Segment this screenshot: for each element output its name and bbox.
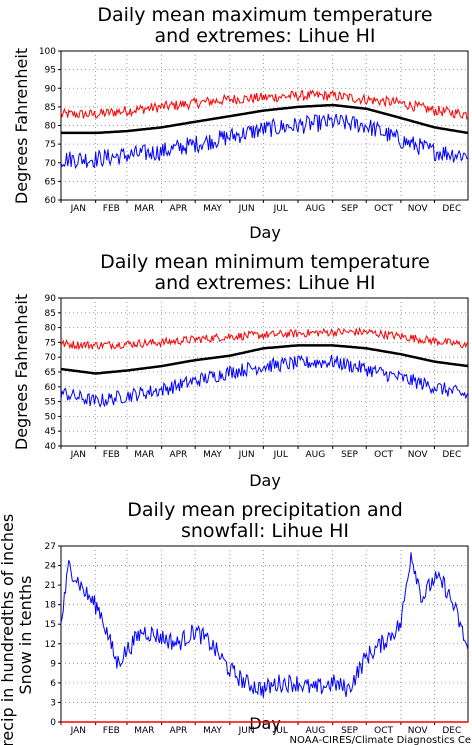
- y-axis-label-line2: Snow in tenths: [16, 576, 35, 695]
- x-tick-label: APR: [169, 204, 187, 214]
- y-axis-label: Degrees Fahrenheit: [12, 294, 31, 450]
- x-tick-label: MAY: [203, 450, 222, 460]
- y-tick-label: 55: [45, 398, 56, 408]
- panel-min-temperature: Daily mean minimum temperature and extre…: [12, 251, 469, 490]
- series-record-low-line: [60, 113, 469, 170]
- y-tick-label: 0: [50, 718, 56, 728]
- y-tick-label: 100: [39, 47, 56, 57]
- y-tick-label: 24: [45, 562, 57, 572]
- y-tick-label: 15: [45, 620, 56, 630]
- series-mean-line: [60, 344, 469, 375]
- x-tick-label: NOV: [408, 726, 429, 736]
- y-tick-label: 95: [45, 66, 56, 76]
- series-record-high-line: [60, 89, 469, 121]
- x-tick-label: APR: [169, 726, 187, 736]
- chart-title-line1: Daily mean maximum temperature: [97, 4, 432, 26]
- y-tick-label: 60: [45, 383, 57, 393]
- y-tick-label: 70: [45, 353, 57, 363]
- x-tick-label: FEB: [103, 450, 120, 460]
- y-tick-label: 12: [45, 640, 56, 650]
- y-tick-label: 85: [45, 103, 56, 113]
- x-tick-label: APR: [169, 450, 187, 460]
- x-tick-label: AUG: [306, 726, 326, 736]
- x-tick-label: MAR: [134, 204, 154, 214]
- x-tick-label: OCT: [374, 726, 393, 736]
- x-tick-label: DEC: [442, 726, 461, 736]
- series-precip-line: [60, 552, 469, 698]
- x-tick-label: JAN: [70, 450, 86, 460]
- x-tick-label: OCT: [374, 450, 393, 460]
- y-tick-label: 90: [45, 84, 57, 94]
- x-tick-label: MAR: [134, 450, 154, 460]
- y-tick-label: 75: [45, 140, 56, 150]
- y-axis-label: Degrees Fahrenheit: [12, 48, 31, 204]
- y-tick-label: 3: [50, 698, 56, 708]
- y-tick-label: 9: [50, 659, 56, 669]
- y-tick-label: 45: [45, 427, 56, 437]
- x-axis-label: Day: [249, 471, 281, 490]
- y-tick-label: 40: [45, 442, 57, 452]
- chart-title-line2: and extremes: Lihue HI: [154, 272, 375, 294]
- x-tick-label: JUL: [273, 204, 288, 214]
- y-tick-label: 70: [45, 159, 57, 169]
- chart-title-line1: Daily mean minimum temperature: [100, 251, 430, 273]
- series-record-low-line: [60, 354, 469, 408]
- panel-max-temperature: Daily mean maximum temperature and extre…: [12, 4, 469, 242]
- y-tick-label: 75: [45, 338, 56, 348]
- y-tick-label: 60: [45, 196, 57, 206]
- x-tick-label: AUG: [306, 450, 326, 460]
- y-tick-label: 65: [45, 177, 56, 187]
- x-tick-label: FEB: [103, 726, 120, 736]
- x-axis-label: Day: [249, 223, 281, 242]
- chart-title-line2: and extremes: Lihue HI: [154, 25, 375, 47]
- series-record-high-line: [60, 326, 469, 351]
- y-axis-label-line1: Precip in hundredths of inches: [0, 514, 17, 745]
- y-tick-label: 85: [45, 309, 56, 319]
- panel-precipitation: Daily mean precipitation and snowfall: L…: [0, 499, 469, 745]
- x-tick-label: SEP: [341, 726, 358, 736]
- credit-text: NOAA-CIRES/Climate Diagnostics Ce: [290, 735, 471, 745]
- x-tick-label: OCT: [374, 204, 393, 214]
- x-tick-label: SEP: [341, 450, 358, 460]
- y-tick-label: 21: [45, 581, 56, 591]
- y-tick-label: 65: [45, 368, 56, 378]
- x-tick-label: MAY: [203, 726, 222, 736]
- x-tick-label: JAN: [70, 726, 86, 736]
- x-tick-label: NOV: [408, 450, 429, 460]
- x-tick-label: SEP: [341, 204, 358, 214]
- x-tick-label: JUL: [273, 726, 288, 736]
- y-tick-label: 80: [45, 122, 57, 132]
- x-tick-label: AUG: [306, 204, 326, 214]
- x-tick-label: JAN: [70, 204, 86, 214]
- x-axis-label: Day: [249, 714, 281, 733]
- x-tick-label: DEC: [442, 450, 461, 460]
- x-tick-label: NOV: [408, 204, 429, 214]
- y-tick-label: 6: [50, 679, 56, 689]
- y-tick-label: 27: [45, 542, 56, 552]
- chart-title-line2: snowfall: Lihue HI: [181, 520, 349, 542]
- plot-frame: [60, 545, 469, 723]
- x-tick-label: MAR: [134, 726, 154, 736]
- x-tick-label: FEB: [103, 204, 120, 214]
- y-tick-label: 80: [45, 324, 57, 334]
- x-tick-label: MAY: [203, 204, 222, 214]
- y-tick-label: 90: [45, 294, 57, 304]
- y-tick-label: 18: [45, 601, 57, 611]
- x-tick-label: JUL: [273, 450, 288, 460]
- x-tick-label: DEC: [442, 204, 461, 214]
- series-mean-line: [61, 103, 469, 135]
- x-tick-label: JUN: [238, 204, 255, 214]
- x-tick-label: JUN: [238, 450, 255, 460]
- chart-title-line1: Daily mean precipitation and: [127, 499, 403, 521]
- y-tick-label: 50: [45, 412, 57, 422]
- x-tick-label: JUN: [238, 726, 255, 736]
